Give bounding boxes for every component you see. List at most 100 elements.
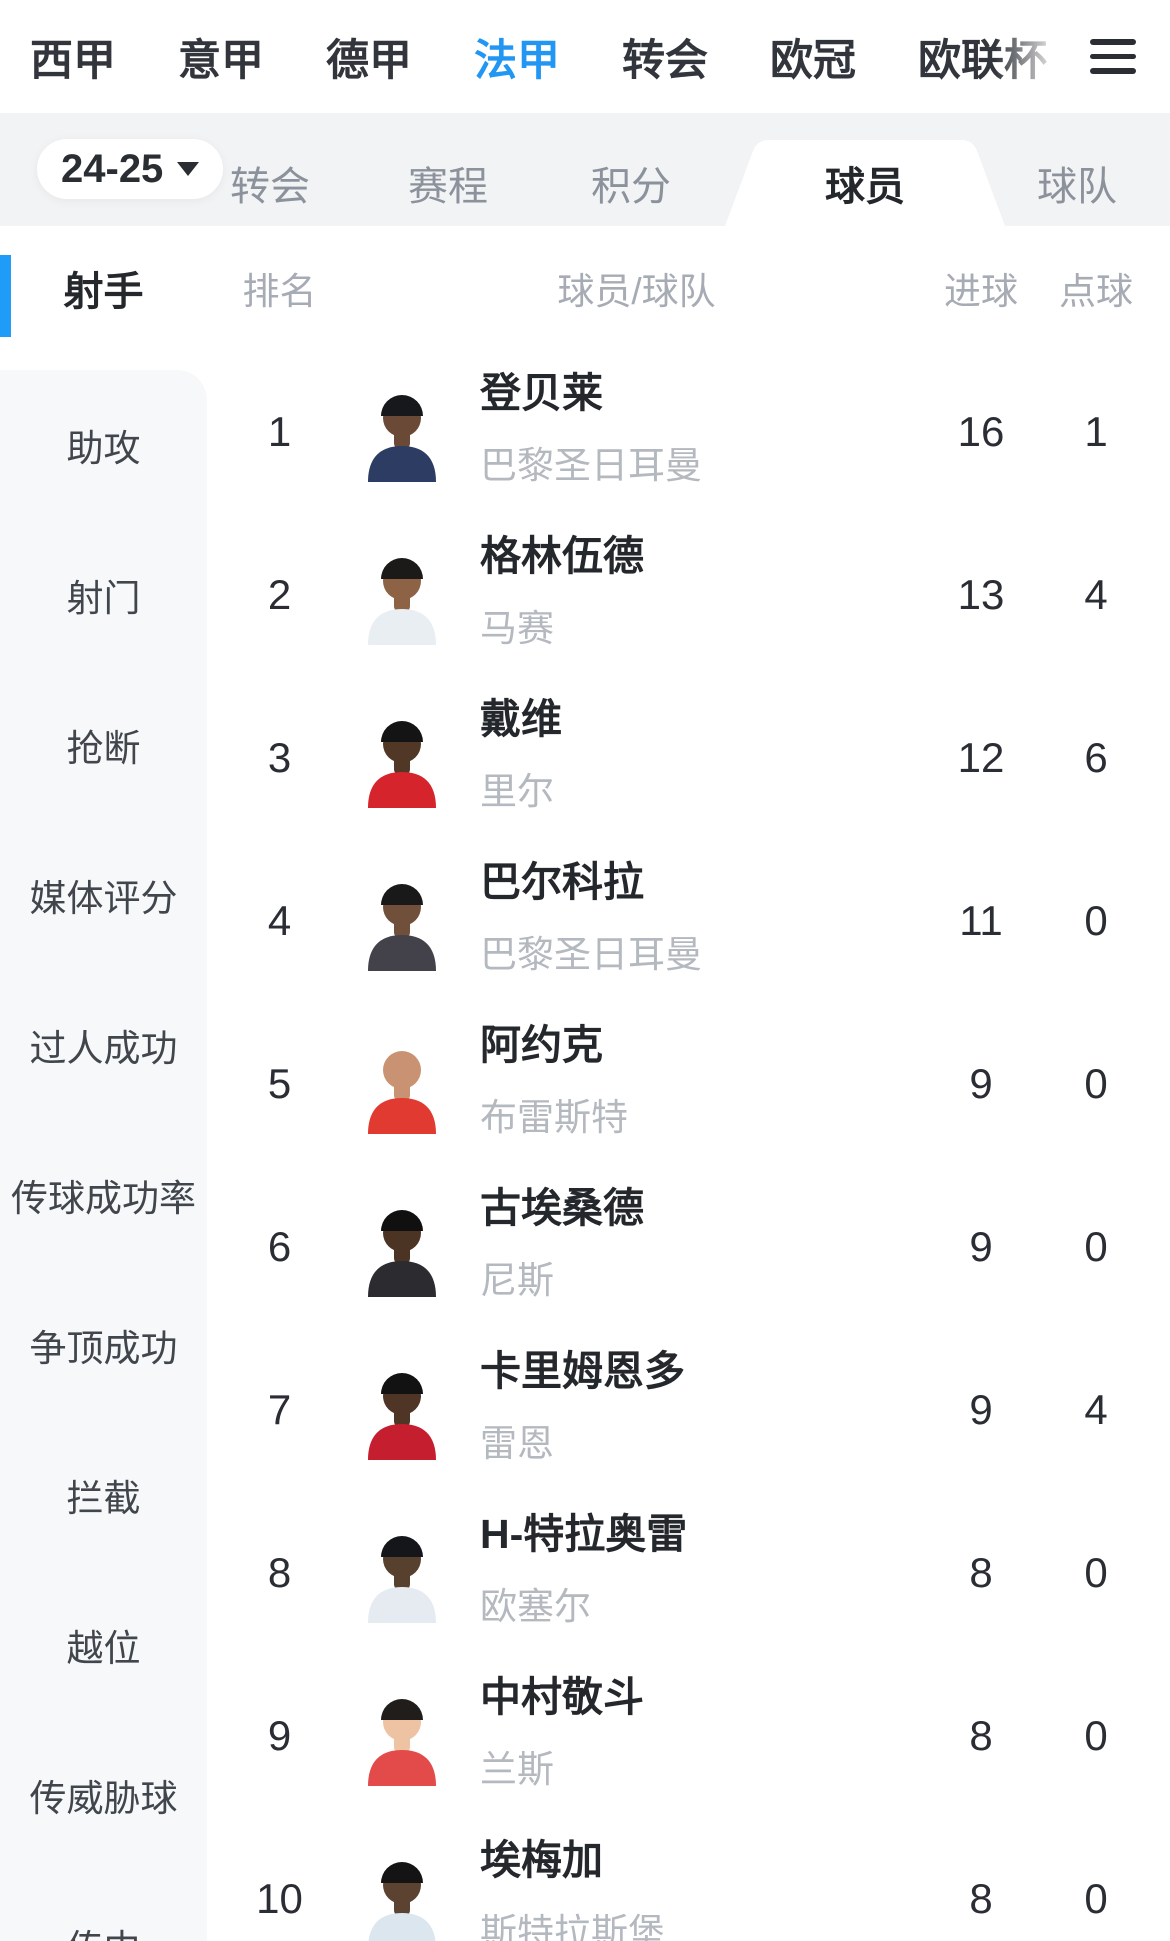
team-name: 巴黎圣日耳曼 [480,444,702,486]
section-tab[interactable]: 球员 [725,140,1005,226]
player-avatar [352,1360,452,1460]
player-silhouette [368,1372,436,1460]
stat-category-rail: 助攻 射门 抢断 媒体评分 过人成功 传球成功率 争顶成功 拦截 越位 传威胁球… [0,370,207,1941]
league-nav-item[interactable]: 西甲 [30,36,116,85]
penalties-value: 0 [1084,896,1108,944]
rank-value: 3 [267,733,292,781]
menu-bar [1090,39,1136,45]
rank-value: 2 [267,570,292,618]
rank-value: 4 [267,896,292,944]
rank-value: 9 [267,1711,292,1759]
team-name: 斯特拉斯堡 [480,1911,665,1941]
player-name: 阿约克 [480,1021,603,1068]
nav-fade [995,0,1170,113]
goals-value: 8 [969,1874,993,1922]
table-row[interactable]: 5 阿约克 布雷斯特 9 0 [207,1002,1170,1165]
section-tab-label: 积分 [591,165,671,209]
section-tab[interactable]: 球队 [997,140,1157,226]
table-row[interactable]: 7 卡里姆恩多 雷恩 9 4 [207,1328,1170,1491]
goals-value: 8 [969,1711,993,1759]
menu-bar [1090,53,1136,60]
player-avatar [352,871,452,971]
stat-category-item[interactable]: 传威胁球 [29,1778,178,1819]
stat-category-item[interactable]: 传中 [0,1870,207,1941]
stat-category-item[interactable]: 越位 [66,1628,141,1669]
table-header: 射手 排名 球员/球队 进球 点球 [0,226,1170,350]
menu-icon[interactable] [1090,39,1136,74]
stat-category-item[interactable]: 媒体评分 [29,878,178,919]
penalties-value: 4 [1084,1385,1108,1433]
penalties-value: 0 [1084,1548,1108,1596]
scorer-table: 1 登贝莱 巴黎圣日耳曼 16 1 2 [207,350,1170,1941]
league-nav-item[interactable]: 意甲 [178,36,264,85]
player-silhouette [368,720,436,808]
stat-category-item[interactable]: 过人成功 [29,1028,178,1069]
penalties-value: 0 [1084,1711,1108,1759]
stat-category-item[interactable]: 助攻 [66,428,141,469]
caret-down-icon [177,162,200,176]
team-name: 布雷斯特 [480,1096,628,1138]
player-avatar [352,1849,452,1941]
table-row[interactable]: 8 H-特拉奥雷 欧塞尔 8 0 [207,1491,1170,1654]
table-row[interactable]: 2 格林伍德 马赛 13 4 [207,513,1170,676]
table-row[interactable]: 1 登贝莱 巴黎圣日耳曼 16 1 [207,350,1170,513]
stat-category-item[interactable]: 抢断 [66,728,141,769]
goals-value: 11 [959,896,1003,944]
section-tab[interactable]: 赛程 [368,140,528,226]
league-nav-item[interactable]: 欧冠 [770,36,856,85]
player-silhouette [368,557,436,645]
rank-value: 5 [267,1059,292,1107]
league-nav-item[interactable]: 德甲 [326,36,412,85]
table-row[interactable]: 4 巴尔科拉 巴黎圣日耳曼 11 0 [207,839,1170,1002]
rank-value: 6 [267,1222,292,1270]
table-row[interactable]: 3 戴维 里尔 12 6 [207,676,1170,839]
penalties-value: 4 [1084,570,1108,618]
league-nav-item[interactable]: 转会 [622,36,708,85]
goals-value: 13 [957,570,1005,618]
menu-bar [1090,68,1136,74]
player-silhouette [368,1698,436,1786]
league-nav-item[interactable]: 法甲 [474,36,560,85]
team-name: 巴黎圣日耳曼 [480,933,702,975]
stat-category-item[interactable]: 争顶成功 [29,1328,178,1369]
goals-value: 9 [969,1059,993,1107]
table-row[interactable]: 6 古埃桑德 尼斯 9 0 [207,1165,1170,1328]
league-nav: 西甲 意甲 德甲 法甲 转会 欧冠 欧联杯 [0,0,1170,113]
selected-stat-indicator [0,255,11,337]
stat-category-item[interactable]: 拦截 [66,1478,141,1519]
player-avatar [352,1523,452,1623]
rank-value: 8 [267,1548,292,1596]
team-name: 里尔 [480,770,554,812]
column-goals: 进球 [944,271,1018,312]
stat-category-item[interactable]: 射门 [66,578,141,619]
player-name: 戴维 [480,695,562,742]
player-silhouette [368,1535,436,1623]
player-avatar [352,708,452,808]
player-info: 埃梅加 斯特拉斯堡 [480,1826,921,1941]
player-silhouette [368,883,436,971]
section-tab[interactable]: 转会 [200,140,340,226]
penalties-value: 0 [1084,1874,1108,1922]
section-tab-label: 转会 [230,165,310,209]
season-selector[interactable]: 24-25 [37,139,224,199]
table-row[interactable]: 9 中村敬斗 兰斯 8 0 [207,1654,1170,1817]
player-silhouette [368,1050,436,1134]
table-row[interactable]: 10 埃梅加 斯特拉斯堡 8 0 [207,1817,1170,1941]
section-tab-label: 球队 [1037,165,1117,209]
player-info: 古埃桑德 尼斯 [480,1174,921,1304]
player-avatar [352,545,452,645]
player-info: H-特拉奥雷 欧塞尔 [480,1500,921,1630]
player-name: 埃梅加 [480,1836,603,1883]
stat-category-item[interactable]: 传球成功率 [11,1178,196,1219]
player-name: 卡里姆恩多 [480,1347,685,1394]
penalties-value: 0 [1084,1059,1108,1107]
goals-value: 9 [969,1222,993,1270]
player-info: 中村敬斗 兰斯 [480,1663,921,1793]
selected-stat-label: 射手 [63,270,144,314]
goals-value: 16 [957,407,1005,455]
section-tab[interactable]: 积分 [551,140,711,226]
rank-value: 7 [267,1385,292,1433]
player-name: 古埃桑德 [480,1184,644,1231]
filter-bar: 转会 赛程 积分 球员 [0,113,1170,226]
season-label: 24-25 [61,146,164,191]
